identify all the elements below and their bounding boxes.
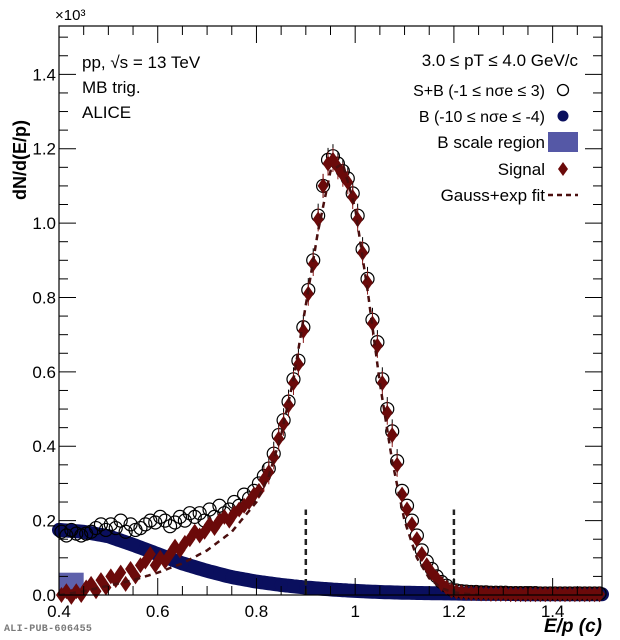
annotation-trigger: MB trig. xyxy=(82,78,141,97)
signal-point xyxy=(406,516,418,533)
legend-label: Gauss+exp fit xyxy=(441,186,546,205)
sb-point xyxy=(54,524,69,539)
sb-point xyxy=(123,517,138,532)
x-tick-label: 1.4 xyxy=(541,602,565,621)
y-tick-label: 1.2 xyxy=(32,140,56,159)
background-point xyxy=(225,570,239,584)
legend-diamond-icon xyxy=(558,162,568,176)
y-tick-label: 1.0 xyxy=(32,214,56,233)
sb-point xyxy=(98,522,113,538)
legend-item: B scale region xyxy=(437,132,578,152)
y-tick-label: 1.4 xyxy=(32,65,56,84)
signal-point xyxy=(130,568,142,585)
sb-point xyxy=(182,506,197,521)
signal-point xyxy=(416,546,428,563)
y-tick-label: 0.4 xyxy=(32,437,56,456)
signal-point xyxy=(307,256,319,273)
legend-filled-circle-icon xyxy=(557,110,569,122)
sb-point xyxy=(172,509,188,525)
legend-item: Signal xyxy=(498,160,568,179)
legend-label: S+B (-1 ≤ nσe ≤ 3) xyxy=(413,83,545,100)
sb-point xyxy=(202,502,217,517)
legend-open-circle-icon xyxy=(556,83,570,97)
legend-label: Signal xyxy=(498,160,545,179)
sb-point xyxy=(88,520,104,536)
text-layer: ×10³ dN/d(E/p) E/p (c) pp, √s = 13 TeV M… xyxy=(10,7,602,637)
signal-point xyxy=(120,575,132,592)
annotation-experiment: ALICE xyxy=(82,103,131,122)
data-layer xyxy=(52,144,609,605)
sb-point xyxy=(118,524,133,539)
signal-point xyxy=(253,482,265,499)
sb-point xyxy=(108,520,123,536)
background-point xyxy=(274,578,288,592)
background-point xyxy=(200,564,214,578)
sb-point xyxy=(153,509,168,525)
x-axis-label: E/p (c) xyxy=(544,616,602,637)
legend-item: S+B (-1 ≤ nσe ≤ 3) xyxy=(413,83,570,100)
y-tick-label: 0.2 xyxy=(32,512,56,531)
sb-point xyxy=(162,519,178,534)
y-tick-label: 0.6 xyxy=(32,363,56,382)
legend: S+B (-1 ≤ nσe ≤ 3) B (-10 ≤ nσe ≤ -4) B sc… xyxy=(413,83,578,205)
signal-point xyxy=(317,177,329,194)
watermark: ALI-PUB-606455 xyxy=(4,624,93,635)
legend-box-icon xyxy=(548,132,578,152)
sb-point xyxy=(167,515,183,530)
sb-point xyxy=(138,517,153,532)
sb-point xyxy=(103,517,118,532)
sb-point xyxy=(83,524,99,539)
x-tick-label: 0.8 xyxy=(245,602,269,621)
y-tick-label: 0.0 xyxy=(32,586,56,605)
background-point xyxy=(175,556,189,570)
sb-point xyxy=(59,528,74,543)
background-point xyxy=(126,538,140,552)
axes-frame: 0.4 0.6 0.8 1 1.2 1.4 0.0 0.2 0.4 0.6 0.8 1.0 1.2 1.4 xyxy=(32,25,603,621)
legend-item: B (-10 ≤ nσe ≤ -4) xyxy=(419,109,569,126)
sb-point xyxy=(187,509,202,525)
annotation-pt-range: 3.0 ≤ pT ≤ 4.0 GeV/c xyxy=(422,51,579,70)
x-tick-label: 0.4 xyxy=(47,602,71,621)
signal-point xyxy=(396,486,408,503)
sb-point xyxy=(133,520,148,536)
y-tick-label: 0.8 xyxy=(32,288,56,307)
x-tick-label: 1 xyxy=(350,602,359,621)
sb-point xyxy=(177,513,192,528)
sb-point xyxy=(192,506,207,521)
sb-point xyxy=(93,517,109,532)
fit-curve xyxy=(58,161,479,597)
signal-point xyxy=(411,531,423,548)
signal-point xyxy=(115,564,127,581)
signal-point xyxy=(144,546,156,563)
legend-item: Gauss+exp fit xyxy=(441,186,578,205)
legend-label: B (-10 ≤ nσe ≤ -4) xyxy=(419,109,545,126)
signal-point xyxy=(352,211,364,228)
x-tick-label: 1.2 xyxy=(442,602,466,621)
sb-point xyxy=(158,513,173,528)
y-axis-label: dN/d(E/p) xyxy=(10,120,30,200)
sb-point xyxy=(212,498,227,513)
signal-point xyxy=(391,456,403,473)
sb-point xyxy=(148,515,163,530)
x-tick-label: 0.6 xyxy=(146,602,170,621)
y-multiplier: ×10³ xyxy=(55,7,85,24)
annotation-system: pp, √s = 13 TeV xyxy=(82,53,201,72)
legend-label: B scale region xyxy=(437,133,545,152)
